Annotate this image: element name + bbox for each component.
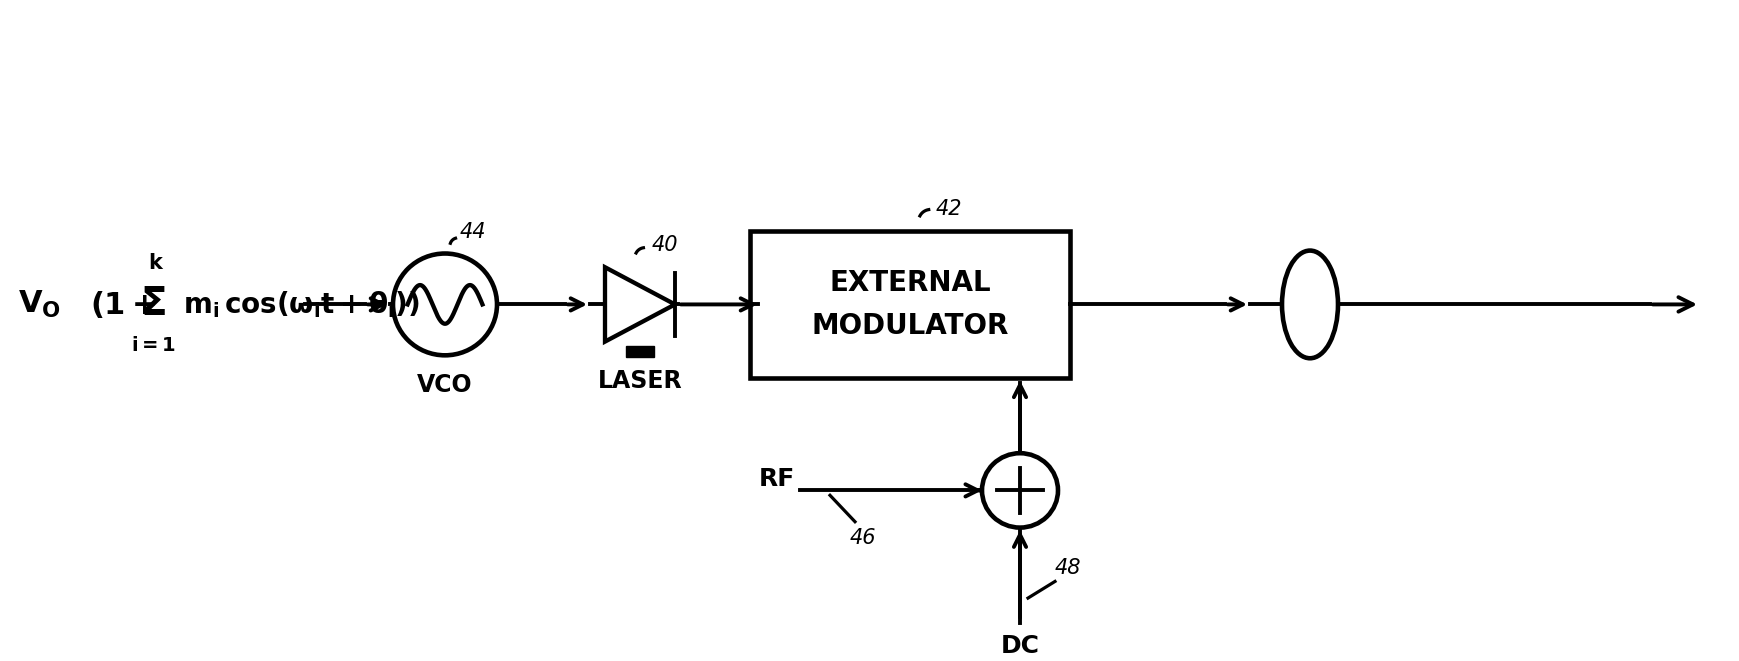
Text: MODULATOR: MODULATOR — [812, 312, 1009, 340]
Text: 40: 40 — [652, 235, 678, 255]
Text: 44: 44 — [461, 222, 487, 242]
Text: $\mathbf{i=1}$: $\mathbf{i=1}$ — [130, 336, 176, 355]
Text: $\mathbf{\Sigma}$: $\mathbf{\Sigma}$ — [141, 286, 165, 323]
Text: $\mathbf{m_i\,cos(\omega_i t+\theta_i))}$: $\mathbf{m_i\,cos(\omega_i t+\theta_i))}… — [183, 289, 419, 320]
Bar — [626, 346, 654, 358]
Text: $\mathbf{k}$: $\mathbf{k}$ — [148, 253, 163, 273]
Text: DC: DC — [1000, 635, 1040, 658]
Text: $\mathbf{V_O}$: $\mathbf{V_O}$ — [17, 289, 61, 320]
Text: VCO: VCO — [417, 373, 473, 397]
Text: 46: 46 — [850, 527, 876, 547]
Bar — [750, 231, 1069, 378]
Text: $\mathbf{(1+}$: $\mathbf{(1+}$ — [90, 289, 155, 320]
Text: 42: 42 — [936, 199, 962, 219]
Text: EXTERNAL: EXTERNAL — [830, 269, 991, 297]
Text: RF: RF — [758, 467, 795, 490]
Text: LASER: LASER — [598, 369, 682, 393]
Text: 48: 48 — [1056, 559, 1082, 578]
